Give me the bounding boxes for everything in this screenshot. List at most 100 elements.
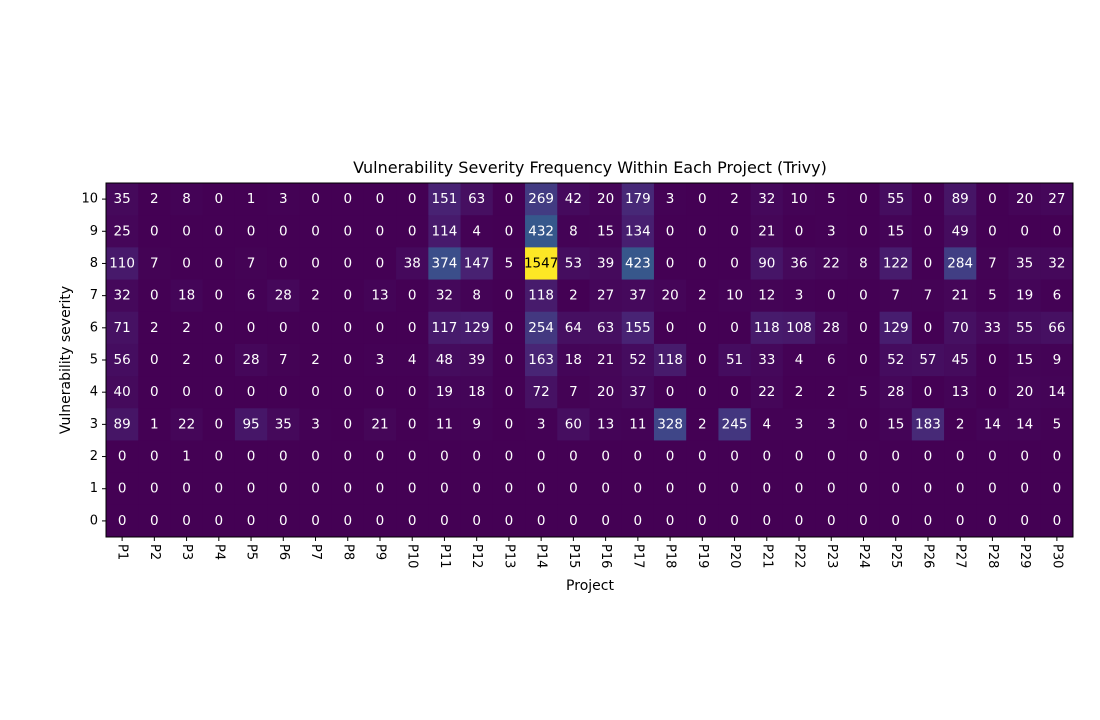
cell-value-label-4-P27: 13 <box>952 384 969 400</box>
heatmap-cell-6-P23 <box>815 311 848 345</box>
heatmap-cell-5-P1 <box>106 343 139 377</box>
heatmap-cell-5-P6 <box>267 343 300 377</box>
heatmap-cell-2-P15 <box>557 440 590 474</box>
heatmap-cell-2-P3 <box>170 440 204 474</box>
cell-value-label-8-P14: 1547 <box>524 255 558 271</box>
x-axis-ticks: P1 P2 P3 P4 P5 P6 P7 P8 P9 P10 P11 P12 P13 P14 P15 P16 P… <box>115 537 1064 568</box>
heatmap-cell-6-P20 <box>718 311 752 345</box>
cell-value-label-7-P28: 5 <box>988 288 997 304</box>
x-tick-label-P23: P23 <box>824 544 839 568</box>
cell-value-label-3-P29: 14 <box>1016 416 1033 432</box>
heatmap-cell-5-P19 <box>686 343 719 377</box>
cell-value-label-9-P16: 15 <box>597 223 614 239</box>
heatmap-cell-8-P9 <box>363 247 397 281</box>
heatmap-cell-0-P3 <box>170 504 204 538</box>
heatmap-cell-10-P25 <box>879 183 913 216</box>
heatmap-cell-1-P17 <box>621 472 655 506</box>
heatmap-cell-3-P20 <box>718 408 752 441</box>
heatmap-cell-3-P10 <box>396 408 429 441</box>
cell-value-label-1-P22: 0 <box>795 481 804 497</box>
y-tick-label-4: 4 <box>90 385 98 400</box>
cell-value-label-8-P3: 0 <box>182 255 191 271</box>
heatmap-cell-9-P22 <box>782 215 816 248</box>
heatmap-cell-6-P25 <box>879 311 913 345</box>
cell-value-label-8-P6: 0 <box>279 255 288 271</box>
x-tick-label-P20: P20 <box>727 544 742 568</box>
cell-value-label-2-P27: 0 <box>956 449 965 465</box>
heatmap-cell-5-P3 <box>170 343 204 377</box>
cell-value-label-5-P7: 2 <box>311 352 320 368</box>
heatmap-cell-8-P28 <box>976 247 1010 281</box>
heatmap-cell-8-P16 <box>589 247 623 281</box>
cell-value-label-5-P1: 56 <box>114 352 131 368</box>
heatmap-cell-6-P15 <box>557 311 590 345</box>
heatmap-cell-9-P19 <box>686 215 719 248</box>
heatmap-cell-10-P17 <box>621 183 655 216</box>
heatmap-cell-8-P23 <box>815 247 848 281</box>
heatmap-cell-6-P19 <box>686 311 719 345</box>
cell-value-label-9-P4: 0 <box>215 223 224 239</box>
cell-value-label-6-P18: 0 <box>666 320 675 336</box>
cell-value-label-4-P9: 0 <box>376 384 385 400</box>
cell-value-label-8-P11: 374 <box>432 255 458 271</box>
heatmap-cell-4-P14 <box>525 376 558 409</box>
cell-value-label-6-P1: 71 <box>114 320 131 336</box>
heatmap-cell-5-P21 <box>750 343 784 377</box>
heatmap-cell-4-P10 <box>396 376 429 409</box>
y-tick-label-0: 0 <box>90 513 98 528</box>
cell-value-label-6-P30: 66 <box>1048 320 1065 336</box>
cell-value-label-6-P12: 129 <box>464 320 490 336</box>
cell-value-label-7-P21: 12 <box>758 288 775 304</box>
cell-value-label-1-P29: 0 <box>1020 481 1029 497</box>
cell-value-label-2-P1: 0 <box>118 449 127 465</box>
heatmap-cell-7-P4 <box>202 279 236 313</box>
cell-value-label-2-P24: 0 <box>859 449 868 465</box>
cell-value-label-9-P3: 0 <box>182 223 191 239</box>
heatmap-cell-1-P9 <box>363 472 397 506</box>
cell-value-label-1-P9: 0 <box>376 481 385 497</box>
heatmap-cell-10-P11 <box>428 183 462 216</box>
cell-value-label-9-P17: 134 <box>625 223 651 239</box>
cell-value-label-6-P17: 155 <box>625 320 651 336</box>
cell-value-label-9-P12: 4 <box>472 223 481 239</box>
x-tick-label-P29: P29 <box>1017 544 1032 568</box>
cell-value-label-3-P11: 11 <box>436 416 453 432</box>
cell-value-label-2-P2: 0 <box>150 449 159 465</box>
heatmap-cell-0-P30 <box>1040 504 1074 538</box>
cell-value-label-7-P12: 8 <box>472 288 481 304</box>
heatmap-cell-4-P4 <box>202 376 236 409</box>
cell-value-label-2-P12: 0 <box>472 449 481 465</box>
cell-value-label-1-P13: 0 <box>505 481 514 497</box>
heatmap-cell-10-P6 <box>267 183 300 216</box>
cell-value-label-4-P15: 7 <box>569 384 578 400</box>
cell-value-label-0-P23: 0 <box>827 513 836 529</box>
heatmap-cell-6-P26 <box>911 311 945 345</box>
cell-value-label-8-P25: 122 <box>883 255 909 271</box>
heatmap-cell-1-P10 <box>396 472 429 506</box>
heatmap-cell-2-P10 <box>396 440 429 474</box>
cell-value-label-6-P29: 55 <box>1016 320 1033 336</box>
cell-value-label-5-P4: 0 <box>215 352 224 368</box>
heatmap-cell-8-P11 <box>428 247 462 281</box>
heatmap-cell-9-P20 <box>718 215 752 248</box>
x-tick-label-P14: P14 <box>534 544 549 568</box>
cell-value-label-2-P16: 0 <box>601 449 610 465</box>
cell-value-label-8-P19: 0 <box>698 255 707 271</box>
heatmap-cell-0-P18 <box>653 504 687 538</box>
cell-value-label-9-P27: 49 <box>952 223 969 239</box>
x-axis-label: Project <box>566 578 614 594</box>
cell-value-label-8-P28: 7 <box>988 255 997 271</box>
heatmap-cell-3-P29 <box>1008 408 1042 441</box>
heatmap-cell-4-P2 <box>138 376 171 409</box>
heatmap-cell-0-P15 <box>557 504 590 538</box>
cell-value-label-1-P16: 0 <box>601 481 610 497</box>
heatmap-cell-3-P17 <box>621 408 655 441</box>
y-tick-label-9: 9 <box>90 224 98 239</box>
plot-frame <box>105 182 1074 538</box>
heatmap-cell-1-P2 <box>138 472 171 506</box>
heatmap-cell-10-P14 <box>525 183 558 216</box>
cell-value-label-5-P17: 52 <box>629 352 646 368</box>
cell-value-label-4-P16: 20 <box>597 384 614 400</box>
cell-value-label-0-P11: 0 <box>440 513 449 529</box>
heatmap-cell-10-P8 <box>331 183 365 216</box>
